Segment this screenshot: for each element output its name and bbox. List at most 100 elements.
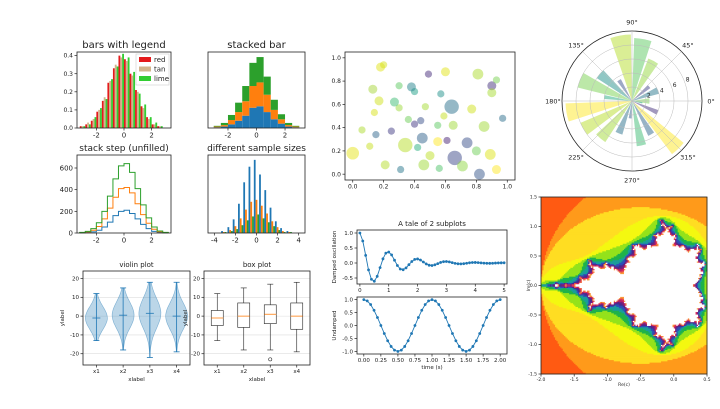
mandelbrot-cell [659,217,667,219]
mandelbrot-cell [655,227,659,229]
mandelbrot-cell [705,272,708,275]
mandelbrot-cell [698,284,702,286]
mandelbrot-cell [543,309,547,312]
polar-radial-label: 4 [660,87,664,94]
mandelbrot-cell [692,343,708,346]
stacked-bar-s2 [235,112,243,121]
mandelbrot-cell [703,308,705,310]
mandelbrot-cell [626,265,705,267]
mandelbrot-cell [705,304,708,307]
mandelbrot-cell [662,337,671,339]
stacked-bar-s2 [285,125,293,127]
mandelbrot-cell [571,290,578,293]
mandelbrot-cell [658,226,662,228]
mandelbrot-cell [541,334,555,337]
mandelbrot-cell [595,257,612,260]
bar-s2 [255,199,258,233]
mandelbrot-cell [655,238,675,241]
mandelbrot-cell [585,260,588,262]
mandelbrot-cell [565,286,567,289]
mandelbrot-cell [672,227,675,229]
mandelbrot-cell [626,309,629,312]
mandelbrot-cell [575,258,585,261]
mandelbrot-cell [701,280,705,283]
mandelbrot-cell [603,305,607,308]
mandelbrot-cell [593,296,621,299]
mandelbrot-cell [684,327,699,329]
mandelbrot-cell [553,284,556,286]
mandelbrot-cell [566,281,574,284]
mandelbrot-cell [547,322,553,324]
mandelbrot-cell [698,246,700,248]
mandelbrot-cell [705,296,708,299]
mandelbrot-cell [579,281,583,284]
mandelbrot-cell [675,229,679,232]
mandelbrot-cell [589,291,699,294]
y-tick-label: 0.0 [331,171,341,178]
scatter-point [499,114,507,122]
mandelbrot-cell [622,309,626,312]
mandelbrot-cell [541,322,548,324]
mandelbrot-cell [680,351,695,353]
mandelbrot-cell [680,331,685,333]
mandelbrot-cell [626,257,629,260]
mandelbrot-cell [694,285,696,288]
mandelbrot-cell [578,279,580,281]
mandelbrot-cell [581,276,584,279]
mandelbrot-cell [704,264,707,266]
mandelbrot-cell [609,264,615,266]
mandelbrot-cell [580,270,584,272]
mandelbrot-cell [602,324,621,327]
polar-bar [632,101,655,136]
mandelbrot-cell [667,209,708,212]
series-marker [450,261,454,265]
chart-title: stack step (unfilled) [79,144,168,154]
series-marker [420,308,424,312]
mandelbrot-cell [686,325,695,328]
mandelbrot-cell [541,246,550,248]
mandelbrot-cell [541,282,547,285]
mandelbrot-cell [659,348,662,351]
mandelbrot-cell [589,306,592,309]
mandelbrot-cell [705,310,708,313]
mandelbrot-cell [590,317,599,319]
mandelbrot-cell [547,284,551,286]
mandelbrot-cell [627,309,630,312]
x-tick-label: 0.8 [472,184,482,191]
mandelbrot-cell [595,253,619,256]
mandelbrot-cell [640,246,643,248]
mandelbrot-cell [685,246,687,248]
stacked-bar-s1 [263,112,271,128]
x-tick-label: 0.00 [358,358,371,364]
bar-tan [109,80,112,128]
mandelbrot-cell [574,226,629,228]
mandelbrot-cell [654,243,657,246]
mandelbrot-cell [606,319,624,322]
mandelbrot-cell [700,300,703,303]
mandelbrot-cell [696,317,699,319]
y-tick-label: 0.0 [344,261,353,267]
mandelbrot-cell [701,294,704,297]
mandelbrot-cell [624,270,702,272]
mandelbrot-cell [661,219,663,222]
mandelbrot-cell [542,288,550,290]
mandelbrot-cell [557,282,560,285]
mandelbrot-cell [668,341,671,343]
mandelbrot-cell [685,248,687,251]
mandelbrot-cell [541,291,543,294]
mandelbrot-cell [603,243,624,246]
mandelbrot-cell [646,245,652,247]
mandelbrot-cell [631,252,634,255]
polar-bar [632,101,659,115]
chart-title: A tale of 2 subplots [398,220,466,228]
mandelbrot-cell [620,296,625,299]
mandelbrot-cell [663,349,666,352]
mandelbrot-cell [541,336,555,338]
mandelbrot-cell [551,267,571,270]
mandelbrot-cell [650,329,654,332]
mandelbrot-cell [555,324,603,327]
mandelbrot-cell [654,327,657,329]
mandelbrot-cell [624,264,626,266]
mandelbrot-cell [675,333,677,336]
series-marker [499,261,503,265]
